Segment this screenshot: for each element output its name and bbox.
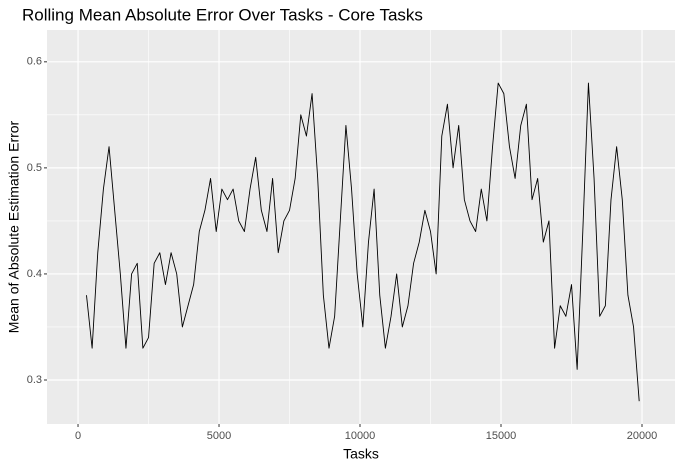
grid [44,30,675,427]
line [86,82,640,402]
x-tick-label: 10000 [345,430,376,442]
y-axis-title: Mean of Absolute Estimation Error [6,120,22,333]
marks [86,82,640,402]
chart-title: Rolling Mean Absolute Error Over Tasks -… [22,5,423,24]
y-tick-label: 0.3 [27,374,42,386]
y-tick-label: 0.5 [27,162,42,174]
panel [47,30,675,424]
x-tick-label: 20000 [627,430,658,442]
y-tick-label: 0.6 [27,56,42,68]
x-axis-title: Tasks [343,446,379,462]
x-tick-label: 0 [75,430,81,442]
x-tick-label: 15000 [486,430,517,442]
x-tick-label: 5000 [207,430,231,442]
y-tick-label: 0.4 [27,268,42,280]
